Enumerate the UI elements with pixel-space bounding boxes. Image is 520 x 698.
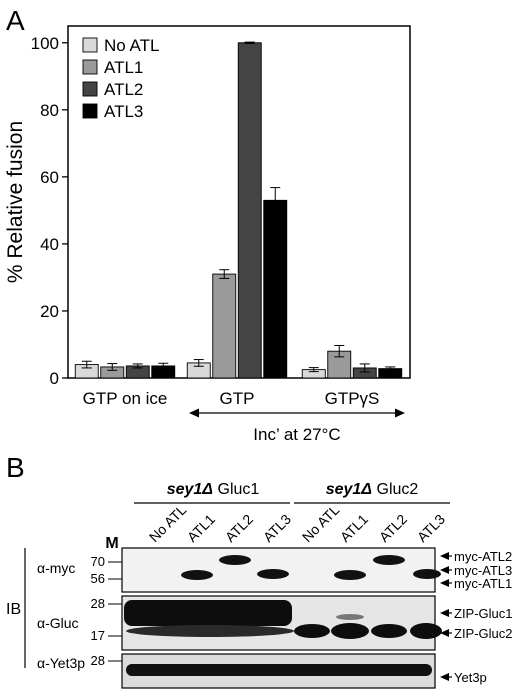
lane-label-7: ATL3 bbox=[414, 511, 448, 545]
band-zip-gluc1-lanes bbox=[124, 600, 292, 626]
lane-label-5: ATL1 bbox=[337, 511, 371, 545]
lane-marker-label: M bbox=[105, 535, 118, 552]
incubation-annotation: Inc’ at 27°C bbox=[189, 408, 405, 444]
strain-header-gluc1-italic: sey1Δ bbox=[167, 481, 214, 498]
y-tick-label-20: 20 bbox=[40, 302, 59, 321]
annotation-arrow-right-head bbox=[395, 408, 405, 418]
band-label-1: myc-ATL3 bbox=[454, 563, 512, 578]
band-zip-gluc2-gluc1-strain bbox=[126, 625, 294, 637]
bar-atl2-1 bbox=[237, 42, 262, 379]
y-tick-label-0: 0 bbox=[50, 369, 59, 388]
y-tick-label-40: 40 bbox=[40, 235, 59, 254]
annotation-text: Inc’ at 27°C bbox=[253, 425, 340, 444]
band-zip-gluc2-lane8 bbox=[410, 623, 442, 639]
panel-b-label: B bbox=[6, 452, 25, 483]
band-arrow-2 bbox=[440, 579, 449, 587]
band-zip-gluc2-lane5 bbox=[294, 624, 330, 638]
y-tick-label-100: 100 bbox=[31, 34, 59, 53]
lane-label-4: No ATL bbox=[299, 501, 343, 545]
band-atl1-gluc1 bbox=[181, 570, 213, 580]
legend: No ATL ATL1 ATL2 ATL3 bbox=[82, 36, 159, 121]
legend-swatch-2 bbox=[82, 81, 98, 97]
y-tick-label-60: 60 bbox=[40, 168, 59, 187]
band-atl1-gluc2 bbox=[334, 570, 366, 580]
lane-label-1: ATL1 bbox=[184, 511, 218, 545]
legend-swatch-1 bbox=[82, 59, 98, 75]
legend-label-0: No ATL bbox=[104, 36, 159, 55]
marker-28-gluc: 28 bbox=[91, 596, 105, 611]
band-atl2-gluc1 bbox=[219, 555, 251, 565]
legend-label-3: ATL3 bbox=[104, 102, 143, 121]
lane-label-2: ATL2 bbox=[222, 511, 256, 545]
bar-atl3-1 bbox=[263, 199, 288, 379]
annotation-arrow-left-head bbox=[189, 408, 199, 418]
band-label-2: myc-ATL1 bbox=[454, 576, 512, 591]
bar-atl1-1 bbox=[212, 273, 237, 379]
bars-layer bbox=[74, 41, 403, 379]
band-atl2-gluc2 bbox=[373, 555, 405, 565]
band-label-3: ZIP-Gluc1 bbox=[454, 606, 513, 621]
band-arrow-0 bbox=[440, 552, 449, 560]
legend-swatch-3 bbox=[82, 103, 98, 119]
band-atl3-gluc1 bbox=[257, 569, 289, 579]
band-label-0: myc-ATL2 bbox=[454, 549, 512, 564]
band-arrow-5 bbox=[440, 673, 449, 681]
strain-header-gluc1: sey1Δ Gluc1 bbox=[167, 481, 260, 498]
band-zip-gluc2-lane6 bbox=[331, 623, 369, 639]
ib-label: IB bbox=[6, 601, 21, 618]
marker-17: 17 bbox=[91, 628, 105, 643]
strain-header-gluc2: sey1Δ Gluc2 bbox=[326, 481, 419, 498]
x-axis-labels: GTP on ice GTP GTPγS bbox=[83, 389, 380, 408]
lane-label-0: No ATL bbox=[146, 501, 190, 545]
band-atl3-gluc2 bbox=[413, 569, 441, 579]
band-label-5: Yet3p bbox=[454, 670, 487, 685]
band-arrow-1 bbox=[440, 566, 449, 574]
x-label-1: GTP bbox=[220, 389, 255, 408]
strain-header-gluc1-rest: Gluc1 bbox=[213, 481, 259, 498]
strain-header-gluc2-rest: Gluc2 bbox=[372, 481, 418, 498]
band-label-4: ZIP-Gluc2 bbox=[454, 626, 513, 641]
antibody-label-gluc: α-Gluc bbox=[37, 615, 79, 631]
band-faint-atl1-gluc2 bbox=[336, 614, 364, 620]
strain-header-gluc2-italic: sey1Δ bbox=[326, 481, 373, 498]
blot-gluc: 28 17 bbox=[91, 595, 442, 651]
antibody-label-myc: α-myc bbox=[37, 560, 75, 576]
y-axis-ticks: 0 20 40 60 80 100 bbox=[31, 34, 68, 388]
x-label-0: GTP on ice bbox=[83, 389, 168, 408]
band-arrow-4 bbox=[440, 629, 449, 637]
marker-28-yet3p: 28 bbox=[91, 653, 105, 668]
legend-label-1: ATL1 bbox=[104, 58, 143, 77]
band-yet3p bbox=[126, 664, 432, 676]
y-axis-title: % Relative fusion bbox=[4, 121, 27, 283]
antibody-label-yet3p: α-Yet3p bbox=[37, 655, 85, 671]
x-label-2: GTPγS bbox=[325, 389, 380, 408]
legend-label-2: ATL2 bbox=[104, 80, 143, 99]
blot-myc: 70 56 bbox=[91, 547, 441, 593]
marker-70: 70 bbox=[91, 554, 105, 569]
panel-a-label: A bbox=[6, 5, 25, 36]
blot-yet3p: 28 bbox=[91, 653, 436, 689]
lane-label-6: ATL2 bbox=[376, 511, 410, 545]
band-arrow-3 bbox=[440, 609, 449, 617]
y-tick-label-80: 80 bbox=[40, 101, 59, 120]
band-zip-gluc2-lane7 bbox=[371, 624, 407, 638]
lane-label-3: ATL3 bbox=[260, 511, 294, 545]
marker-56: 56 bbox=[91, 571, 105, 586]
legend-swatch-0 bbox=[82, 37, 98, 53]
